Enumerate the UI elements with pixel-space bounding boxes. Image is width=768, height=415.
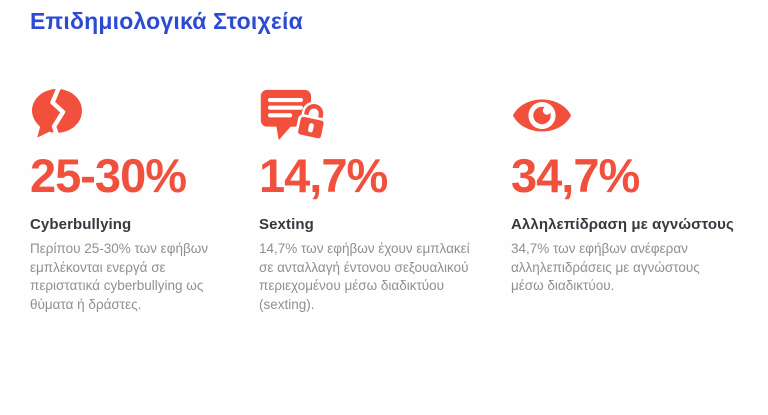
stat-heading: Αλληλεπίδραση με αγνώστους	[511, 216, 734, 233]
stat-card-sexting: 14,7% Sexting 14,7% των εφήβων έχουν εμπ…	[259, 86, 487, 315]
stat-heading: Sexting	[259, 216, 314, 233]
locked-message-icon	[259, 86, 487, 144]
stat-value: 14,7%	[259, 149, 388, 202]
page-title: Επιδημιολογικά Στοιχεία	[30, 8, 303, 34]
stat-value: 25-30%	[30, 149, 187, 202]
stat-description: 34,7% των εφήβων ανέφεραν αλληλεπιδράσει…	[511, 241, 700, 294]
stat-card-cyberbullying: 25-30% Cyberbullying Περίπου 25-30% των …	[30, 86, 235, 315]
stat-description: Περίπου 25-30% των εφήβων εμπλέκονται εν…	[30, 241, 209, 312]
stat-card-strangers: 34,7% Αλληλεπίδραση με αγνώστους 34,7% τ…	[511, 86, 743, 296]
stat-value: 34,7%	[511, 149, 640, 202]
stat-description: 14,7% των εφήβων έχουν εμπλακεί σε ανταλ…	[259, 241, 470, 312]
eye-icon	[511, 86, 743, 144]
stat-heading: Cyberbullying	[30, 216, 132, 233]
broken-speech-bubble-icon	[30, 86, 235, 144]
